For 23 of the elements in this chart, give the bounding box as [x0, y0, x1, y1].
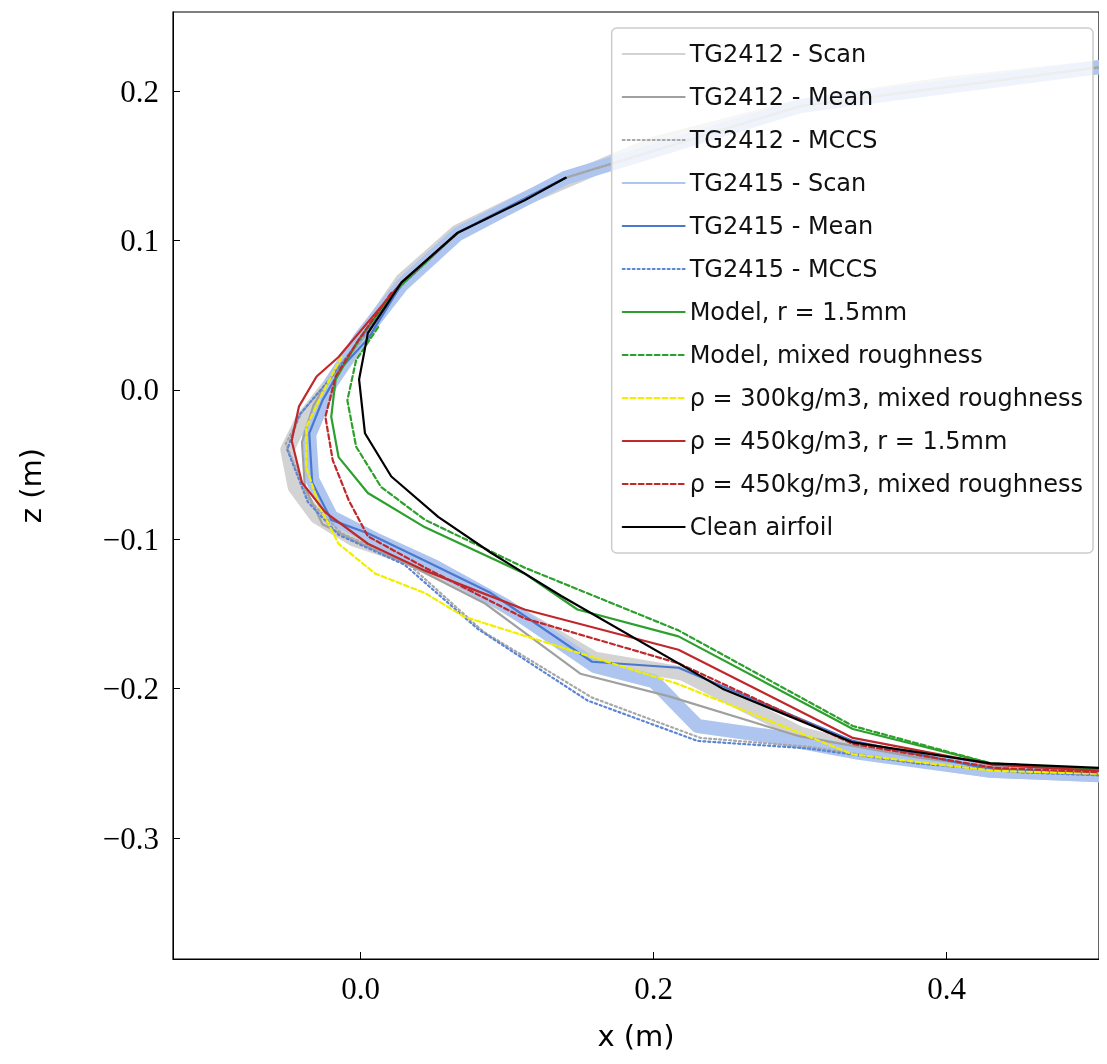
legend-label: ρ = 450kg/m3, mixed roughness — [689, 470, 1083, 498]
legend-label: ρ = 300kg/m3, mixed roughness — [689, 384, 1083, 412]
legend-label: TG2415 - MCCS — [688, 255, 878, 283]
y-tick-label: −0.2 — [102, 671, 159, 707]
legend-label: Model, r = 1.5mm — [689, 298, 908, 326]
y-axis-title: z (m) — [13, 447, 48, 524]
legend-label: Clean airfoil — [689, 513, 834, 541]
x-tick-label: 0.2 — [634, 971, 673, 1006]
y-tick-label: −0.1 — [102, 521, 159, 557]
legend-label: TG2415 - Mean — [688, 212, 874, 240]
legend-label: TG2412 - Mean — [688, 83, 874, 111]
legend-label: TG2412 - Scan — [688, 40, 867, 68]
x-axis-title: x (m) — [597, 1018, 675, 1053]
x-tick-label: 0.0 — [341, 971, 380, 1006]
y-tick-label: 0.2 — [120, 73, 159, 109]
x-tick-label: 0.4 — [927, 971, 967, 1006]
y-tick-label: 0.0 — [120, 372, 159, 408]
y-tick-label: −0.3 — [102, 820, 159, 856]
legend-label: TG2412 - MCCS — [688, 126, 878, 154]
legend-label: ρ = 450kg/m3, r = 1.5mm — [689, 427, 1008, 455]
legend-label: Model, mixed roughness — [689, 341, 983, 369]
y-tick-label: 0.1 — [120, 223, 159, 259]
legend-label: TG2415 - Scan — [688, 169, 867, 197]
